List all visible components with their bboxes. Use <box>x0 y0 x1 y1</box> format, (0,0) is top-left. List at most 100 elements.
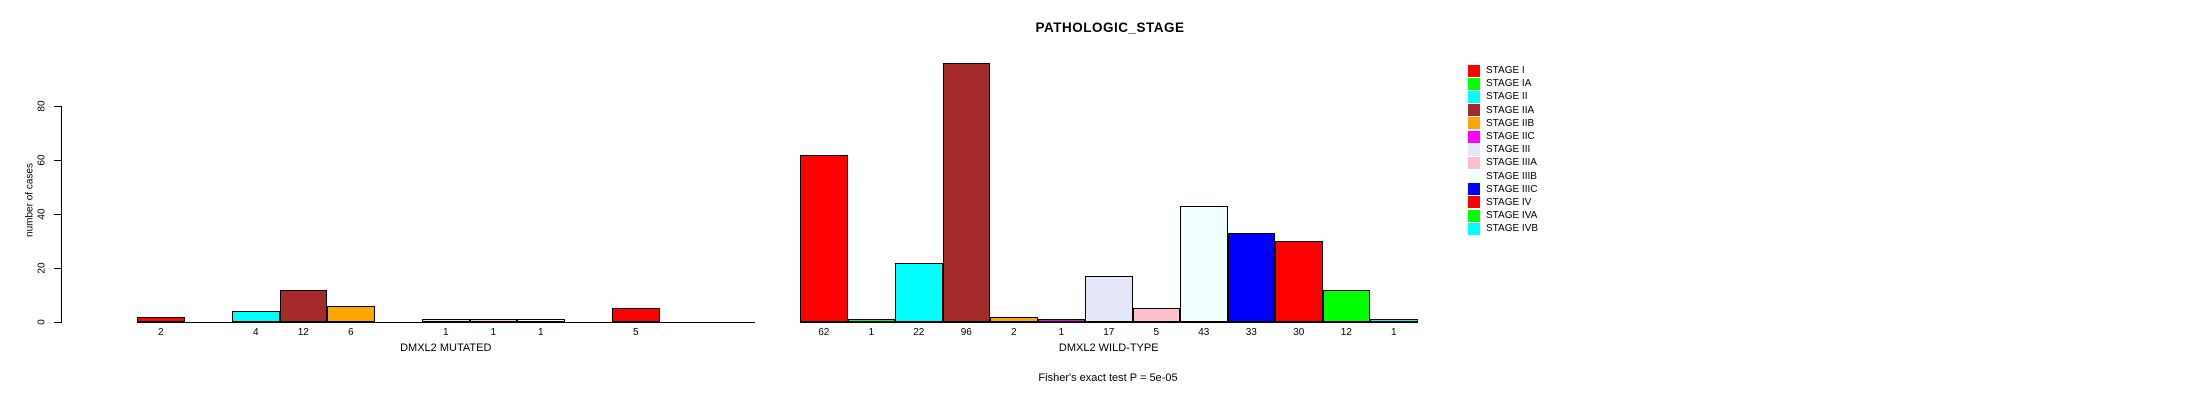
bar-stage-iib <box>990 317 1038 322</box>
x-axis-baseline <box>800 322 1418 323</box>
chart-title: PATHOLOGIC_STAGE <box>1035 20 1185 35</box>
legend-item: STAGE IIB <box>1468 117 1538 130</box>
legend-swatch <box>1468 104 1480 117</box>
legend-swatch <box>1468 143 1480 156</box>
legend-item-label: STAGE II <box>1486 91 1528 103</box>
y-axis-line <box>61 106 62 323</box>
y-axis-tick-label: 20 <box>36 262 48 274</box>
legend-item-label: STAGE IV <box>1486 196 1532 208</box>
legend: STAGE I STAGE IA STAGE II STAGE IIA STAGE II… <box>1468 64 1538 235</box>
legend-item: STAGE IVA <box>1468 209 1538 222</box>
bar-value-label: 4 <box>252 327 259 338</box>
legend-item: STAGE IIIC <box>1468 183 1538 196</box>
legend-item-label: STAGE IVB <box>1486 223 1539 235</box>
bar-stage-i <box>137 317 185 322</box>
bar-value-label: 1 <box>1058 327 1065 338</box>
legend-item-label: STAGE IA <box>1486 78 1532 90</box>
bar-stage-iiib <box>517 319 565 322</box>
bar-value-label: 5 <box>632 327 639 338</box>
legend-swatch <box>1468 130 1480 143</box>
fisher-test-note: Fisher's exact test P = 5e-05 <box>1038 372 1178 384</box>
bar-stage-iib <box>327 306 375 322</box>
legend-swatch <box>1468 196 1480 209</box>
legend-item: STAGE IIA <box>1468 104 1538 117</box>
bar-stage-ia <box>848 319 895 322</box>
legend-item-label: STAGE IIIB <box>1486 170 1537 182</box>
group-label: DMXL2 MUTATED <box>400 342 492 354</box>
legend-item-label: STAGE IVA <box>1486 210 1538 222</box>
legend-swatch <box>1468 156 1480 169</box>
bar-value-label: 5 <box>1153 327 1160 338</box>
legend-item-label: STAGE IIB <box>1486 117 1535 129</box>
legend-swatch <box>1468 90 1480 103</box>
legend-swatch <box>1468 170 1480 183</box>
bar-stage-iiic <box>1228 233 1275 322</box>
legend-swatch <box>1468 117 1480 130</box>
bar-stage-iv <box>612 308 660 322</box>
bar-stage-iiib <box>1180 206 1228 322</box>
y-axis-tick <box>54 214 61 215</box>
bar-value-label: 33 <box>1245 327 1257 338</box>
group-label: DMXL2 WILD-TYPE <box>1058 342 1159 354</box>
legend-item: STAGE III <box>1468 143 1538 156</box>
legend-item-label: STAGE IIC <box>1486 130 1535 142</box>
legend-swatch <box>1468 209 1480 222</box>
legend-item: STAGE I <box>1468 64 1538 77</box>
bar-value-label: 1 <box>868 327 875 338</box>
bar-value-label: 2 <box>1010 327 1017 338</box>
y-axis-label: number of cases <box>24 163 36 237</box>
bar-value-label: 30 <box>1293 327 1305 338</box>
x-axis-baseline <box>137 322 755 323</box>
legend-item: STAGE IIIA <box>1468 156 1538 169</box>
legend-swatch <box>1468 183 1480 196</box>
bar-stage-ii <box>232 311 280 322</box>
legend-item-label: STAGE IIIA <box>1486 157 1537 169</box>
y-axis-tick <box>54 160 61 161</box>
legend-item: STAGE IA <box>1468 77 1538 90</box>
legend-swatch <box>1468 77 1480 90</box>
legend-item: STAGE IVB <box>1468 222 1538 235</box>
bar-stage-iii <box>1085 276 1133 322</box>
bar-value-label: 43 <box>1198 327 1210 338</box>
bar-value-label: 62 <box>818 327 830 338</box>
bar-stage-iii <box>422 319 470 322</box>
y-axis-tick-label: 0 <box>36 319 48 325</box>
legend-item: STAGE II <box>1468 90 1538 103</box>
bar-stage-ivb <box>1370 319 1418 322</box>
bar-value-label: 2 <box>157 327 164 338</box>
legend-item-label: STAGE IIIC <box>1486 183 1538 195</box>
bar-value-label: 1 <box>537 327 544 338</box>
legend-item-label: STAGE III <box>1486 144 1531 156</box>
legend-item-label: STAGE IIA <box>1486 104 1535 116</box>
bar-value-label: 96 <box>960 327 972 338</box>
bar-stage-iiia <box>470 319 517 322</box>
y-axis-tick <box>54 322 61 323</box>
legend-item: STAGE IIC <box>1468 130 1538 143</box>
bar-stage-iva <box>1323 290 1370 322</box>
bar-value-label: 1 <box>490 327 497 338</box>
legend-item-label: STAGE I <box>1486 65 1525 76</box>
bar-value-label: 1 <box>1390 327 1397 338</box>
bar-value-label: 1 <box>442 327 449 338</box>
y-axis-tick-label: 40 <box>36 208 48 220</box>
bar-stage-iia <box>943 63 990 322</box>
bar-stage-i <box>800 155 848 322</box>
y-axis-tick-label: 80 <box>36 100 48 112</box>
legend-swatch <box>1468 64 1480 77</box>
y-axis-tick <box>54 106 61 107</box>
bar-stage-ii <box>895 263 943 322</box>
bar-stage-iiia <box>1133 308 1180 322</box>
y-axis-tick <box>54 268 61 269</box>
legend-swatch <box>1468 222 1480 235</box>
bar-value-label: 17 <box>1103 327 1115 338</box>
legend-item: STAGE IV <box>1468 196 1538 209</box>
bar-stage-iv <box>1275 241 1323 322</box>
bar-value-label: 6 <box>347 327 354 338</box>
legend-item: STAGE IIIB <box>1468 170 1538 183</box>
bar-stage-iia <box>280 290 327 322</box>
bar-value-label: 12 <box>1340 327 1352 338</box>
bar-value-label: 12 <box>297 327 309 338</box>
bar-value-label: 22 <box>913 327 925 338</box>
y-axis-tick-label: 60 <box>36 154 48 166</box>
